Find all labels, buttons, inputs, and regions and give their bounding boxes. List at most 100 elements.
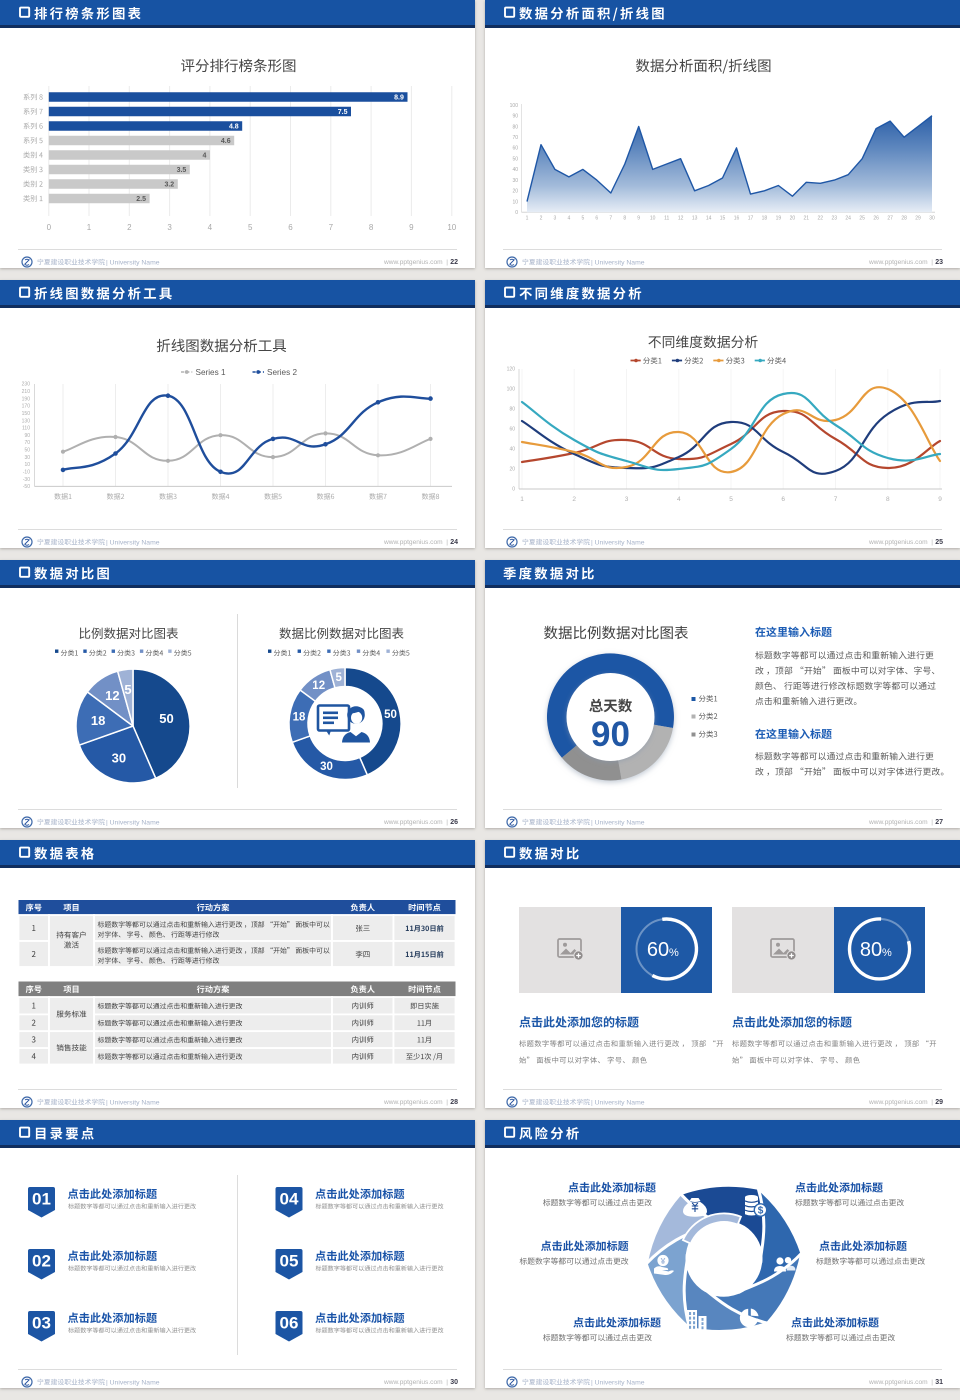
- svg-text:30: 30: [320, 761, 333, 773]
- svg-text:7.5: 7.5: [338, 109, 348, 116]
- svg-text:3: 3: [554, 216, 557, 222]
- svg-text:30: 30: [929, 216, 935, 222]
- svg-text:9: 9: [409, 223, 414, 232]
- svg-text:100: 100: [510, 103, 519, 109]
- svg-text:23: 23: [935, 259, 943, 266]
- svg-text:www.pptgenius.com |: www.pptgenius.com |: [383, 1099, 448, 1106]
- svg-text:80: 80: [509, 407, 515, 413]
- svg-text:4: 4: [202, 153, 206, 160]
- svg-text:20: 20: [512, 189, 518, 195]
- svg-text:26: 26: [450, 819, 458, 826]
- svg-text:50: 50: [384, 709, 397, 721]
- svg-text:| University Name: | University Name: [106, 260, 160, 267]
- svg-text:18: 18: [91, 713, 105, 728]
- svg-text:13: 13: [692, 216, 698, 222]
- svg-text:05: 05: [280, 1252, 299, 1271]
- svg-text:50: 50: [24, 448, 30, 454]
- svg-text:2: 2: [572, 496, 576, 503]
- svg-text:50: 50: [512, 157, 518, 163]
- svg-text:| University Name: | University Name: [106, 1100, 160, 1107]
- svg-text:30: 30: [24, 455, 30, 461]
- svg-text:01: 01: [32, 1190, 51, 1209]
- svg-text:29: 29: [915, 216, 921, 222]
- svg-text:40: 40: [512, 167, 518, 173]
- svg-text:1: 1: [526, 216, 529, 222]
- svg-text:| University Name: | University Name: [106, 1380, 160, 1387]
- svg-text:27: 27: [887, 216, 893, 222]
- svg-text:12: 12: [105, 688, 119, 703]
- svg-text:3.5: 3.5: [177, 167, 187, 174]
- svg-text:26: 26: [873, 216, 879, 222]
- svg-text:Series 2: Series 2: [267, 368, 297, 377]
- svg-text:8: 8: [623, 216, 626, 222]
- svg-text:2: 2: [127, 223, 132, 232]
- svg-text:Series 1: Series 1: [196, 368, 226, 377]
- svg-text:-50: -50: [23, 484, 30, 490]
- svg-text:2.5: 2.5: [136, 196, 146, 203]
- svg-text:19: 19: [776, 216, 782, 222]
- svg-text:70: 70: [512, 135, 518, 141]
- svg-text:4.8: 4.8: [229, 124, 239, 131]
- svg-text:9: 9: [637, 216, 640, 222]
- svg-text:3.2: 3.2: [164, 182, 174, 189]
- svg-text:20: 20: [509, 467, 515, 473]
- svg-text:90: 90: [512, 114, 518, 120]
- svg-text:4: 4: [677, 496, 681, 503]
- svg-text:-30: -30: [23, 477, 30, 483]
- svg-text:210: 210: [22, 389, 31, 395]
- svg-text:0: 0: [47, 223, 52, 232]
- svg-text:| University Name: | University Name: [591, 540, 645, 547]
- svg-text:16: 16: [734, 216, 740, 222]
- svg-text:| University Name: | University Name: [106, 540, 160, 547]
- svg-text:60: 60: [647, 939, 669, 961]
- svg-text:1: 1: [87, 223, 92, 232]
- svg-text:17: 17: [748, 216, 754, 222]
- svg-text:12: 12: [678, 216, 684, 222]
- svg-text:4: 4: [568, 216, 571, 222]
- svg-text:120: 120: [507, 367, 516, 373]
- svg-text:04: 04: [280, 1190, 299, 1209]
- svg-text:06: 06: [280, 1314, 299, 1333]
- svg-text:0: 0: [512, 487, 515, 493]
- svg-text:22: 22: [818, 216, 824, 222]
- svg-text:60: 60: [509, 427, 515, 433]
- svg-text:50: 50: [159, 711, 173, 726]
- svg-text:60: 60: [512, 146, 518, 152]
- svg-text:12: 12: [312, 680, 325, 692]
- svg-text:| University Name: | University Name: [591, 260, 645, 267]
- svg-text:80: 80: [512, 124, 518, 130]
- svg-text:15: 15: [720, 216, 726, 222]
- svg-text:1: 1: [520, 496, 524, 503]
- svg-text:7: 7: [609, 216, 612, 222]
- svg-text:www.pptgenius.com |: www.pptgenius.com |: [383, 259, 448, 266]
- svg-text:5: 5: [582, 216, 585, 222]
- svg-text:3: 3: [625, 496, 629, 503]
- svg-text:31: 31: [935, 1379, 943, 1386]
- svg-text:0: 0: [515, 210, 518, 216]
- svg-text:10: 10: [447, 223, 456, 232]
- svg-text:02: 02: [32, 1252, 51, 1271]
- svg-text:230: 230: [22, 382, 31, 388]
- svg-text:4: 4: [208, 223, 213, 232]
- svg-text:100: 100: [507, 387, 516, 393]
- svg-text:10: 10: [512, 199, 518, 205]
- svg-text:21: 21: [804, 216, 810, 222]
- svg-text:www.pptgenius.com |: www.pptgenius.com |: [383, 539, 448, 546]
- svg-text:40: 40: [509, 447, 515, 453]
- svg-text:www.pptgenius.com |: www.pptgenius.com |: [868, 819, 933, 826]
- svg-text:9: 9: [938, 496, 942, 503]
- svg-text:18: 18: [762, 216, 768, 222]
- svg-text:8: 8: [886, 496, 890, 503]
- svg-text:11: 11: [664, 216, 669, 222]
- svg-text:5: 5: [248, 223, 253, 232]
- svg-text:www.pptgenius.com |: www.pptgenius.com |: [868, 1099, 933, 1106]
- svg-text:20: 20: [790, 216, 796, 222]
- svg-text:24: 24: [845, 216, 851, 222]
- svg-text:4.6: 4.6: [221, 138, 231, 145]
- svg-text:3: 3: [167, 223, 172, 232]
- svg-text:6: 6: [781, 496, 785, 503]
- svg-text:18: 18: [293, 711, 306, 723]
- svg-text:190: 190: [22, 396, 31, 402]
- svg-text:%: %: [882, 947, 892, 959]
- svg-text:| University Name: | University Name: [591, 1100, 645, 1107]
